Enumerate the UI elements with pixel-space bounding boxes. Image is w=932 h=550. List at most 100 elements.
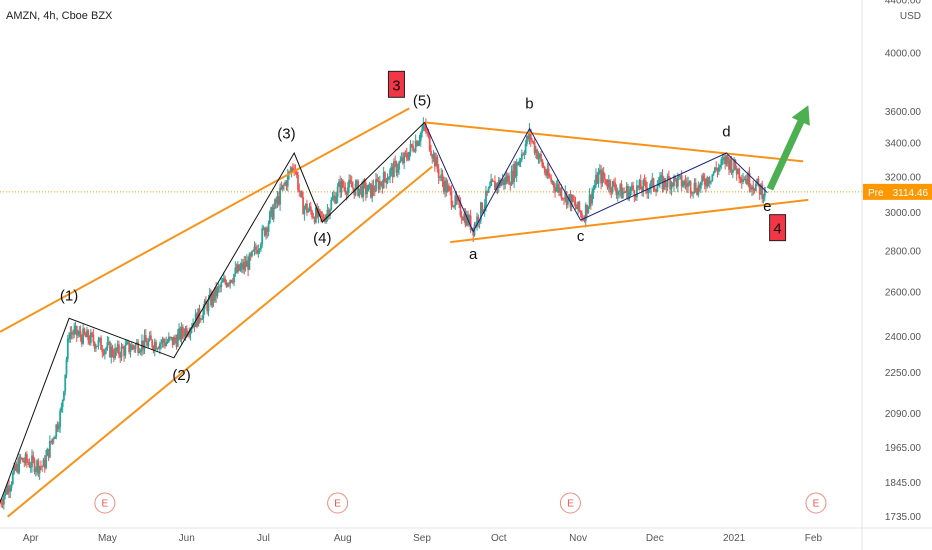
candle-body [417,142,420,146]
x-tick-label: Apr [23,533,39,544]
candle-body [570,195,573,208]
candle-body [37,460,40,474]
candle-body [283,184,285,186]
candle-body [502,178,505,185]
candle-body [79,331,82,337]
candle-body [596,174,599,184]
y-tick-label: 3000.00 [885,208,922,219]
candle-body [584,204,587,222]
candle-body [501,178,504,183]
y-tick-label: 3400.00 [885,139,922,150]
candle-body [688,181,691,183]
candle-body [384,172,386,179]
candle-body [63,391,65,400]
candle-body [636,185,638,198]
candle-body [667,176,670,180]
candle-body [657,183,660,187]
candle-body [299,191,302,192]
x-tick-label: Dec [646,533,664,544]
candle-body [82,328,85,344]
candle-body [533,142,536,153]
candle-body [756,178,759,185]
earnings-marker-label: E [102,499,109,510]
candle-body [666,176,669,187]
candle-body [405,153,408,158]
candle-body [240,263,243,267]
candle-body [505,176,508,182]
candle-body [10,484,13,488]
candle-body [487,187,490,193]
candle-body [358,188,361,196]
candle-body [463,213,466,221]
candle-body [303,207,306,215]
candle-body [147,340,150,347]
candle-body [179,328,182,340]
candle-body [138,352,141,354]
candle-body [393,161,395,178]
candle-body [225,282,228,287]
candle-body [506,175,509,182]
candle-body [339,181,342,193]
candle-body [523,153,526,155]
candle-body [744,178,747,181]
wave-degree-box [769,214,787,242]
candle-body [664,178,666,186]
wave-label: (4) [313,230,331,247]
candle-body [407,157,409,160]
candle-body [285,182,288,187]
candle-body [428,135,431,151]
candle-body [573,201,576,202]
candle-body [762,196,765,199]
candle-body [522,154,524,156]
candle-body [464,213,467,226]
candle-body [511,170,514,182]
candle-body [433,153,436,167]
candle-body [266,228,269,232]
candle-body [128,341,131,353]
candle-body [217,286,220,288]
candle-body [401,157,404,163]
candle-body [160,342,163,344]
candle-body [642,180,645,192]
candle-body [451,204,454,207]
candle-body [15,463,18,471]
candle-body [529,129,532,141]
candle-body [477,216,480,223]
candle-body [476,216,478,227]
candle-body [125,342,128,345]
candle-body [449,187,452,191]
candle-body [673,175,675,186]
candle-body [588,194,591,207]
candle-body [340,180,343,193]
y-tick-label: 2600.00 [885,288,922,299]
candle-body [87,330,90,341]
candle-body [625,186,628,193]
candle-body [148,335,151,341]
candle-body [274,199,276,208]
candle-body [375,179,377,192]
candle-body [495,183,498,190]
candle-body [504,176,507,185]
candle-body [170,337,173,338]
candle-body [271,207,274,220]
candle-body [51,438,54,443]
candle-body [422,123,425,130]
candle-body [630,185,633,190]
candle-body [57,426,60,430]
candle-body [629,189,632,192]
candle-body [18,456,21,473]
candle-body [680,175,683,187]
chart-title: AMZN, 4h, Cboe BZX [6,10,113,22]
candle-body [261,228,264,245]
candle-body [25,454,28,463]
y-tick-label: 4400.00 [885,0,922,7]
candle-body [575,206,578,210]
candle-body [34,469,37,472]
candle-body [758,184,761,195]
candle-body [638,180,641,188]
candle-body [43,459,46,469]
candle-body [320,211,322,217]
